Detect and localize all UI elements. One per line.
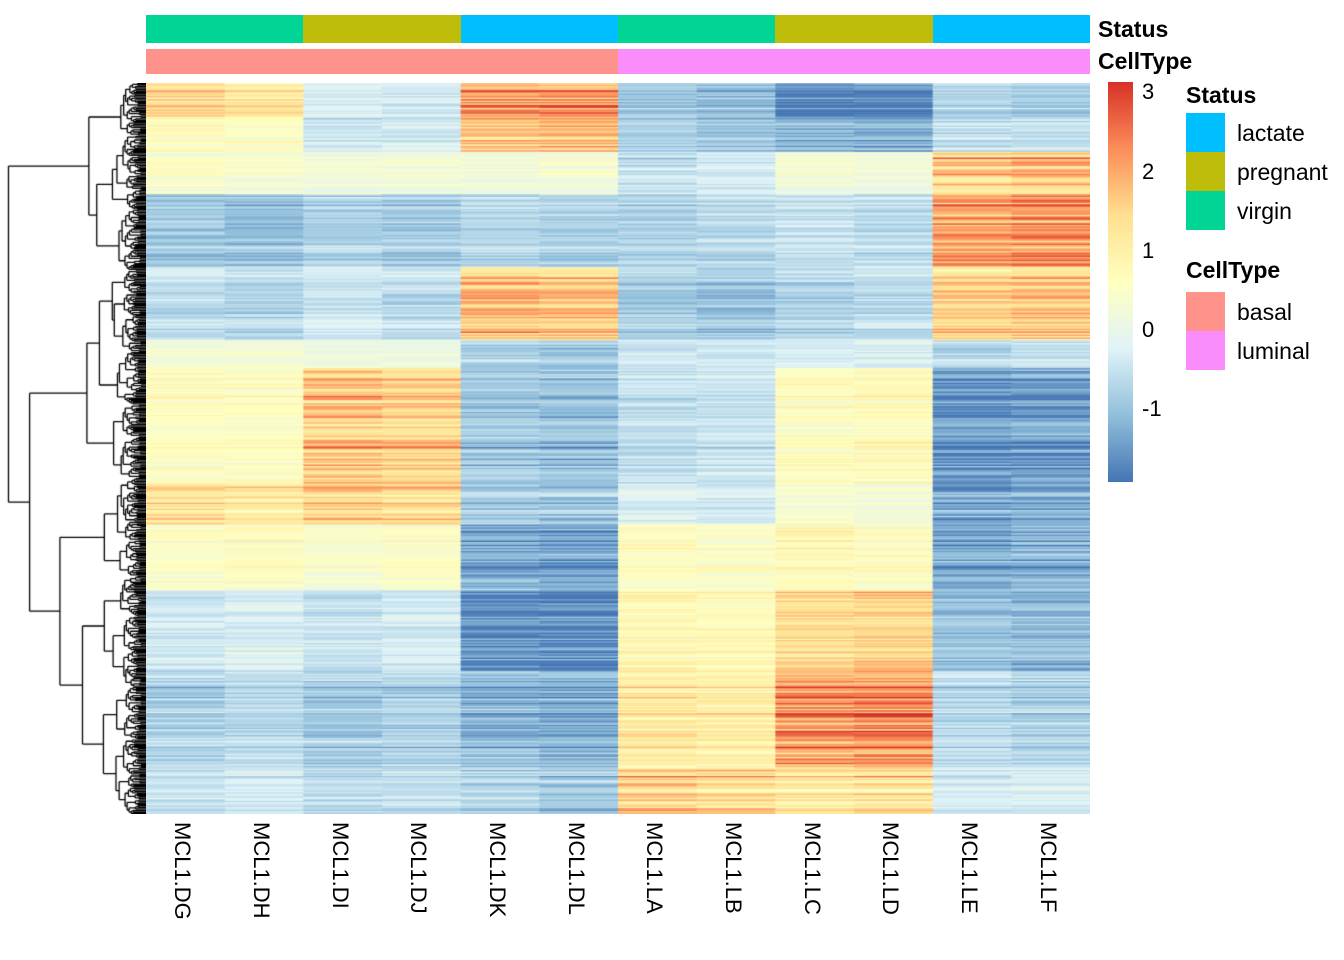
column-label: MCL1.DK (485, 822, 510, 918)
status-segment-pregnant (303, 15, 461, 43)
celltype-annotation-bar (146, 49, 1090, 74)
status-legend-label: lactate (1237, 120, 1305, 146)
column-label: MCL1.LB (721, 822, 746, 914)
celltype-segment-luminal (618, 49, 1090, 74)
colorbar-tick-label: 2 (1142, 158, 1155, 184)
status-segment-pregnant (775, 15, 933, 43)
celltype-legend-swatch-basal (1186, 292, 1225, 331)
column-label: MCL1.LF (1035, 822, 1061, 913)
column-label: MCL1.LD (878, 822, 904, 915)
column-label: MCL1.DL (563, 822, 589, 915)
status-legend-swatch-pregnant (1186, 152, 1225, 191)
celltype-legend-label: basal (1237, 299, 1292, 325)
status-legend-label: virgin (1237, 198, 1292, 224)
colorbar-tick-label: 0 (1142, 316, 1155, 342)
status-segment-virgin (617, 15, 776, 43)
colorbar-gradient (1108, 82, 1133, 482)
colorbar-tick-label: -1 (1142, 396, 1162, 422)
celltype-segment-basal (146, 49, 618, 74)
status-annotation-label: Status (1098, 16, 1169, 42)
celltype-legend-swatch-luminal (1186, 331, 1225, 370)
column-label: MCL1.LE (957, 822, 982, 914)
column-label: MCL1.DH (249, 822, 274, 919)
celltype-annotation-label: CellType (1098, 48, 1193, 74)
column-label: MCL1.DI (327, 822, 353, 909)
row-dendrogram (5, 83, 146, 814)
column-label: MCL1.LA (642, 822, 668, 914)
status-legend-swatch-virgin (1186, 191, 1225, 230)
status-legend-swatch-lactate (1186, 113, 1225, 152)
status-annotation-bar (146, 15, 1090, 43)
status-legend-title: Status (1186, 82, 1257, 108)
column-label: MCL1.DJ (406, 822, 432, 914)
column-label: MCL1.LC (799, 822, 825, 915)
status-legend-label: pregnant (1237, 159, 1328, 185)
status-segment-lactate (460, 15, 618, 43)
colorbar-tick-label: 1 (1142, 237, 1155, 263)
celltype-legend-title: CellType (1186, 257, 1281, 283)
column-label: MCL1.DG (170, 822, 196, 920)
celltype-legend-label: luminal (1237, 338, 1310, 364)
status-segment-virgin (146, 15, 304, 43)
status-segment-lactate (932, 15, 1090, 43)
colorbar-tick-label: 3 (1142, 79, 1155, 105)
heatmap-canvas (146, 83, 1090, 814)
